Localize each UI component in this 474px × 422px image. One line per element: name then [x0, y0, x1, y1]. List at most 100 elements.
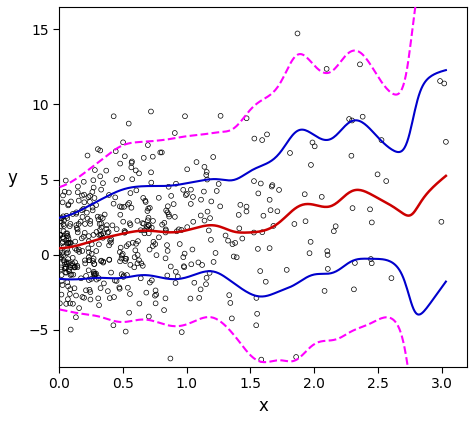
- Point: [64, 233, 72, 240]
- Point: [133, 187, 140, 194]
- Point: [351, 260, 359, 266]
- Point: [87, 296, 94, 303]
- Point: [127, 222, 134, 228]
- Point: [125, 309, 133, 316]
- Point: [100, 258, 107, 265]
- Point: [324, 265, 332, 272]
- Point: [75, 221, 82, 227]
- Point: [134, 260, 141, 267]
- Point: [170, 201, 177, 208]
- Point: [127, 190, 134, 197]
- Point: [119, 273, 127, 280]
- Point: [63, 237, 70, 243]
- Point: [64, 283, 72, 290]
- Point: [137, 227, 145, 234]
- Point: [95, 216, 102, 223]
- Point: [181, 250, 188, 257]
- Point: [163, 207, 170, 214]
- Point: [210, 259, 218, 265]
- Point: [123, 272, 131, 279]
- Point: [75, 197, 82, 204]
- Point: [57, 223, 64, 230]
- Point: [118, 271, 126, 278]
- Point: [112, 148, 119, 154]
- Point: [111, 194, 119, 201]
- Point: [98, 224, 105, 231]
- Point: [346, 116, 353, 122]
- Point: [60, 243, 67, 250]
- Point: [179, 187, 187, 193]
- Point: [128, 158, 136, 165]
- Point: [215, 181, 222, 187]
- Point: [222, 232, 229, 239]
- Point: [79, 248, 86, 254]
- Point: [120, 203, 128, 210]
- Point: [81, 230, 89, 236]
- Point: [191, 279, 198, 286]
- Point: [181, 113, 189, 119]
- Point: [56, 232, 64, 238]
- Point: [64, 296, 72, 303]
- Point: [63, 269, 70, 276]
- Point: [82, 273, 90, 279]
- Point: [150, 238, 157, 245]
- Point: [128, 164, 135, 171]
- Point: [91, 167, 99, 173]
- Point: [145, 214, 152, 221]
- Point: [243, 203, 250, 210]
- Point: [273, 208, 281, 215]
- Point: [144, 142, 152, 149]
- Point: [144, 217, 152, 224]
- Point: [75, 249, 83, 255]
- Point: [101, 211, 109, 218]
- Point: [117, 211, 124, 218]
- Point: [73, 209, 80, 216]
- Point: [119, 218, 127, 225]
- Point: [260, 212, 267, 219]
- Point: [90, 255, 97, 262]
- Point: [134, 217, 141, 224]
- Point: [175, 226, 182, 233]
- Point: [263, 131, 271, 138]
- Point: [188, 261, 195, 268]
- Point: [151, 241, 159, 247]
- Point: [330, 228, 337, 235]
- Point: [167, 192, 175, 199]
- Point: [106, 295, 114, 301]
- Point: [125, 120, 133, 127]
- Point: [57, 264, 65, 271]
- Point: [180, 263, 188, 270]
- Point: [95, 241, 103, 248]
- Point: [125, 241, 132, 248]
- Point: [85, 249, 93, 256]
- Point: [64, 256, 72, 262]
- Point: [110, 200, 118, 207]
- Point: [236, 225, 243, 232]
- Point: [148, 277, 155, 284]
- Point: [62, 230, 70, 237]
- Point: [62, 177, 70, 184]
- Point: [149, 217, 157, 224]
- Point: [104, 288, 112, 295]
- Point: [88, 276, 95, 282]
- Point: [66, 223, 73, 230]
- Point: [97, 285, 104, 292]
- Point: [183, 166, 191, 173]
- Point: [91, 261, 98, 268]
- Point: [95, 232, 103, 238]
- Point: [56, 252, 64, 259]
- Point: [84, 245, 92, 252]
- Point: [438, 219, 445, 225]
- Point: [82, 260, 89, 267]
- Point: [165, 213, 173, 220]
- Point: [69, 211, 77, 217]
- Point: [145, 205, 152, 212]
- Point: [164, 203, 172, 210]
- Point: [200, 188, 208, 195]
- Point: [90, 177, 97, 184]
- Point: [62, 261, 69, 268]
- Point: [140, 220, 147, 227]
- Point: [149, 243, 157, 249]
- Point: [66, 239, 73, 246]
- Point: [153, 291, 160, 298]
